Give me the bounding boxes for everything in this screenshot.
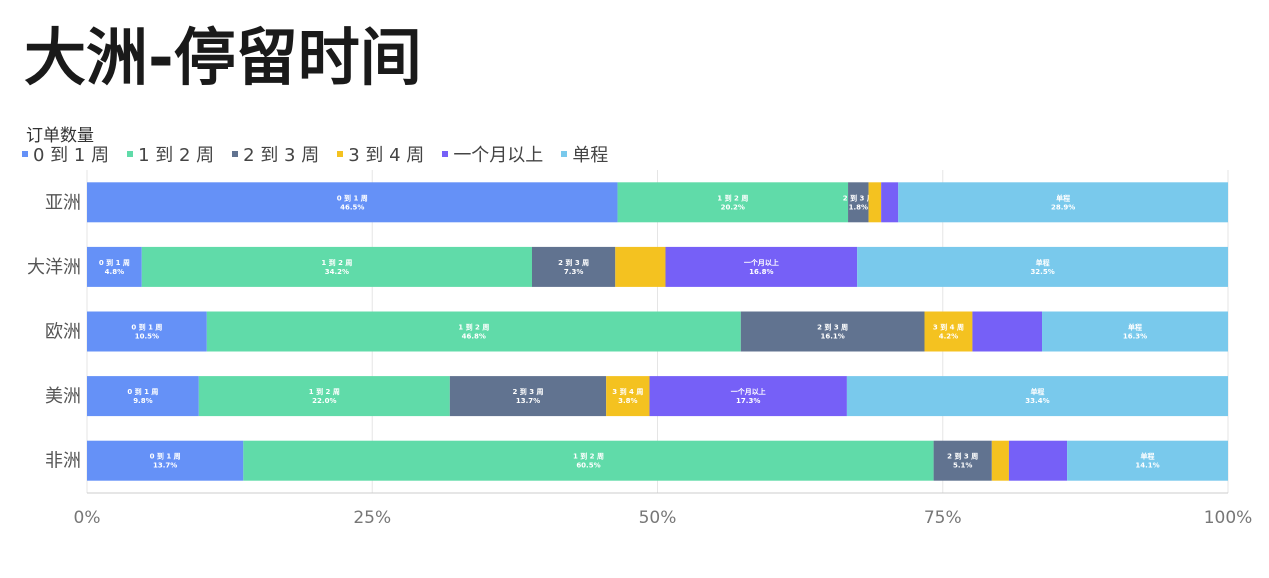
- legend-item[interactable]: 1 到 2 周: [127, 141, 214, 167]
- legend-item[interactable]: 0 到 1 周: [22, 141, 109, 167]
- bar-segment[interactable]: [1008, 440, 1068, 481]
- legend-label: 2 到 3 周: [243, 145, 320, 166]
- legend-swatch: [127, 151, 134, 157]
- data-label: 一个月以上 16.8%: [744, 258, 779, 276]
- data-label: 1 到 2 周 60.5%: [573, 452, 604, 470]
- category-label: 亚洲: [45, 192, 81, 213]
- bar-segment[interactable]: [740, 311, 925, 352]
- bar-segment[interactable]: [243, 440, 934, 481]
- bar-segment[interactable]: [531, 246, 616, 287]
- category-label: 美洲: [45, 386, 81, 407]
- bar-segment[interactable]: [1067, 440, 1228, 481]
- category-label: 非洲: [45, 451, 81, 472]
- legend-swatch: [22, 151, 28, 157]
- bar-segment[interactable]: [87, 311, 207, 352]
- data-label: 单程 14.1%: [1135, 452, 1159, 470]
- data-label: 一个月以上 17.3%: [731, 387, 766, 405]
- data-label: 0 到 1 周 10.5%: [131, 323, 162, 341]
- data-label: 1 到 2 周 22.0%: [309, 387, 340, 405]
- bar-segment[interactable]: [991, 440, 1009, 481]
- data-label: 3 到 4 周 3.8%: [612, 387, 643, 405]
- legend-item[interactable]: 3 到 4 周: [337, 141, 424, 167]
- legend: 0 到 1 周 1 到 2 周 2 到 3 周 3 到 4 周 一个月以上 单程: [22, 141, 626, 167]
- data-label: 0 到 1 周 4.8%: [99, 258, 130, 276]
- bar-segment[interactable]: [848, 182, 869, 223]
- bar-segment[interactable]: [933, 440, 992, 481]
- category-label: 大洋洲: [27, 257, 81, 278]
- legend-item[interactable]: 一个月以上: [442, 141, 543, 167]
- data-label: 3 到 4 周 4.2%: [933, 323, 964, 341]
- legend-swatch: [337, 151, 344, 157]
- legend-label: 单程: [572, 145, 609, 166]
- bar-segment[interactable]: [649, 376, 847, 417]
- bar-segment[interactable]: [857, 246, 1228, 287]
- data-label: 单程 28.9%: [1051, 193, 1075, 211]
- data-label: 2 到 3 周 1.8%: [843, 193, 874, 211]
- bar-segment[interactable]: [898, 182, 1228, 223]
- data-label: 0 到 1 周 13.7%: [150, 452, 181, 470]
- legend-label: 1 到 2 周: [138, 145, 215, 166]
- data-label: 单程 16.3%: [1123, 323, 1147, 341]
- bar-segment[interactable]: [87, 182, 618, 223]
- x-tick-label: 75%: [924, 508, 962, 528]
- legend-title: 订单数量: [26, 126, 94, 146]
- legend-label: 一个月以上: [453, 145, 544, 166]
- data-label: 单程 33.4%: [1025, 387, 1049, 405]
- legend-swatch: [561, 151, 568, 157]
- data-label: 1 到 2 周 20.2%: [717, 193, 748, 211]
- data-label: 2 到 3 周 16.1%: [817, 323, 848, 341]
- legend-item[interactable]: 2 到 3 周: [232, 141, 319, 167]
- bar-segment[interactable]: [198, 376, 450, 417]
- data-label: 1 到 2 周 46.8%: [458, 323, 489, 341]
- bar-segment[interactable]: [87, 440, 244, 481]
- x-tick-label: 25%: [353, 508, 391, 528]
- data-label: 2 到 3 周 13.7%: [512, 387, 543, 405]
- category-label: 欧洲: [45, 322, 81, 343]
- legend-swatch: [232, 151, 239, 157]
- bar-segment[interactable]: [87, 246, 142, 287]
- x-tick-label: 100%: [1204, 508, 1253, 528]
- bar-segment[interactable]: [141, 246, 532, 287]
- bar-segment[interactable]: [881, 182, 899, 223]
- bar-segment[interactable]: [972, 311, 1043, 352]
- x-tick-label: 50%: [639, 508, 677, 528]
- bar-segment[interactable]: [615, 246, 666, 287]
- legend-item[interactable]: 单程: [561, 141, 608, 167]
- bar-segment[interactable]: [924, 311, 973, 352]
- x-tick-label: 0%: [74, 508, 101, 528]
- data-label: 2 到 3 周 7.3%: [558, 258, 589, 276]
- bar-segment[interactable]: [665, 246, 858, 287]
- bar-segment[interactable]: [87, 376, 199, 417]
- bar-segment[interactable]: [206, 311, 741, 352]
- legend-label: 3 到 4 周: [348, 145, 425, 166]
- bar-segment[interactable]: [868, 182, 882, 223]
- data-label: 0 到 1 周 46.5%: [337, 193, 368, 211]
- data-label: 2 到 3 周 5.1%: [947, 452, 978, 470]
- chart-title: 大洲-停留时间: [24, 21, 422, 94]
- bar-segment[interactable]: [1042, 311, 1228, 352]
- data-label: 0 到 1 周 9.8%: [127, 387, 158, 405]
- bar-segment[interactable]: [617, 182, 849, 223]
- data-label: 1 到 2 周 34.2%: [321, 258, 352, 276]
- legend-swatch: [442, 151, 449, 157]
- legend-label: 0 到 1 周: [33, 145, 110, 166]
- data-label: 单程 32.5%: [1030, 258, 1054, 276]
- bar-segment[interactable]: [846, 376, 1228, 417]
- bar-segment[interactable]: [606, 376, 650, 417]
- bar-segment[interactable]: [449, 376, 607, 417]
